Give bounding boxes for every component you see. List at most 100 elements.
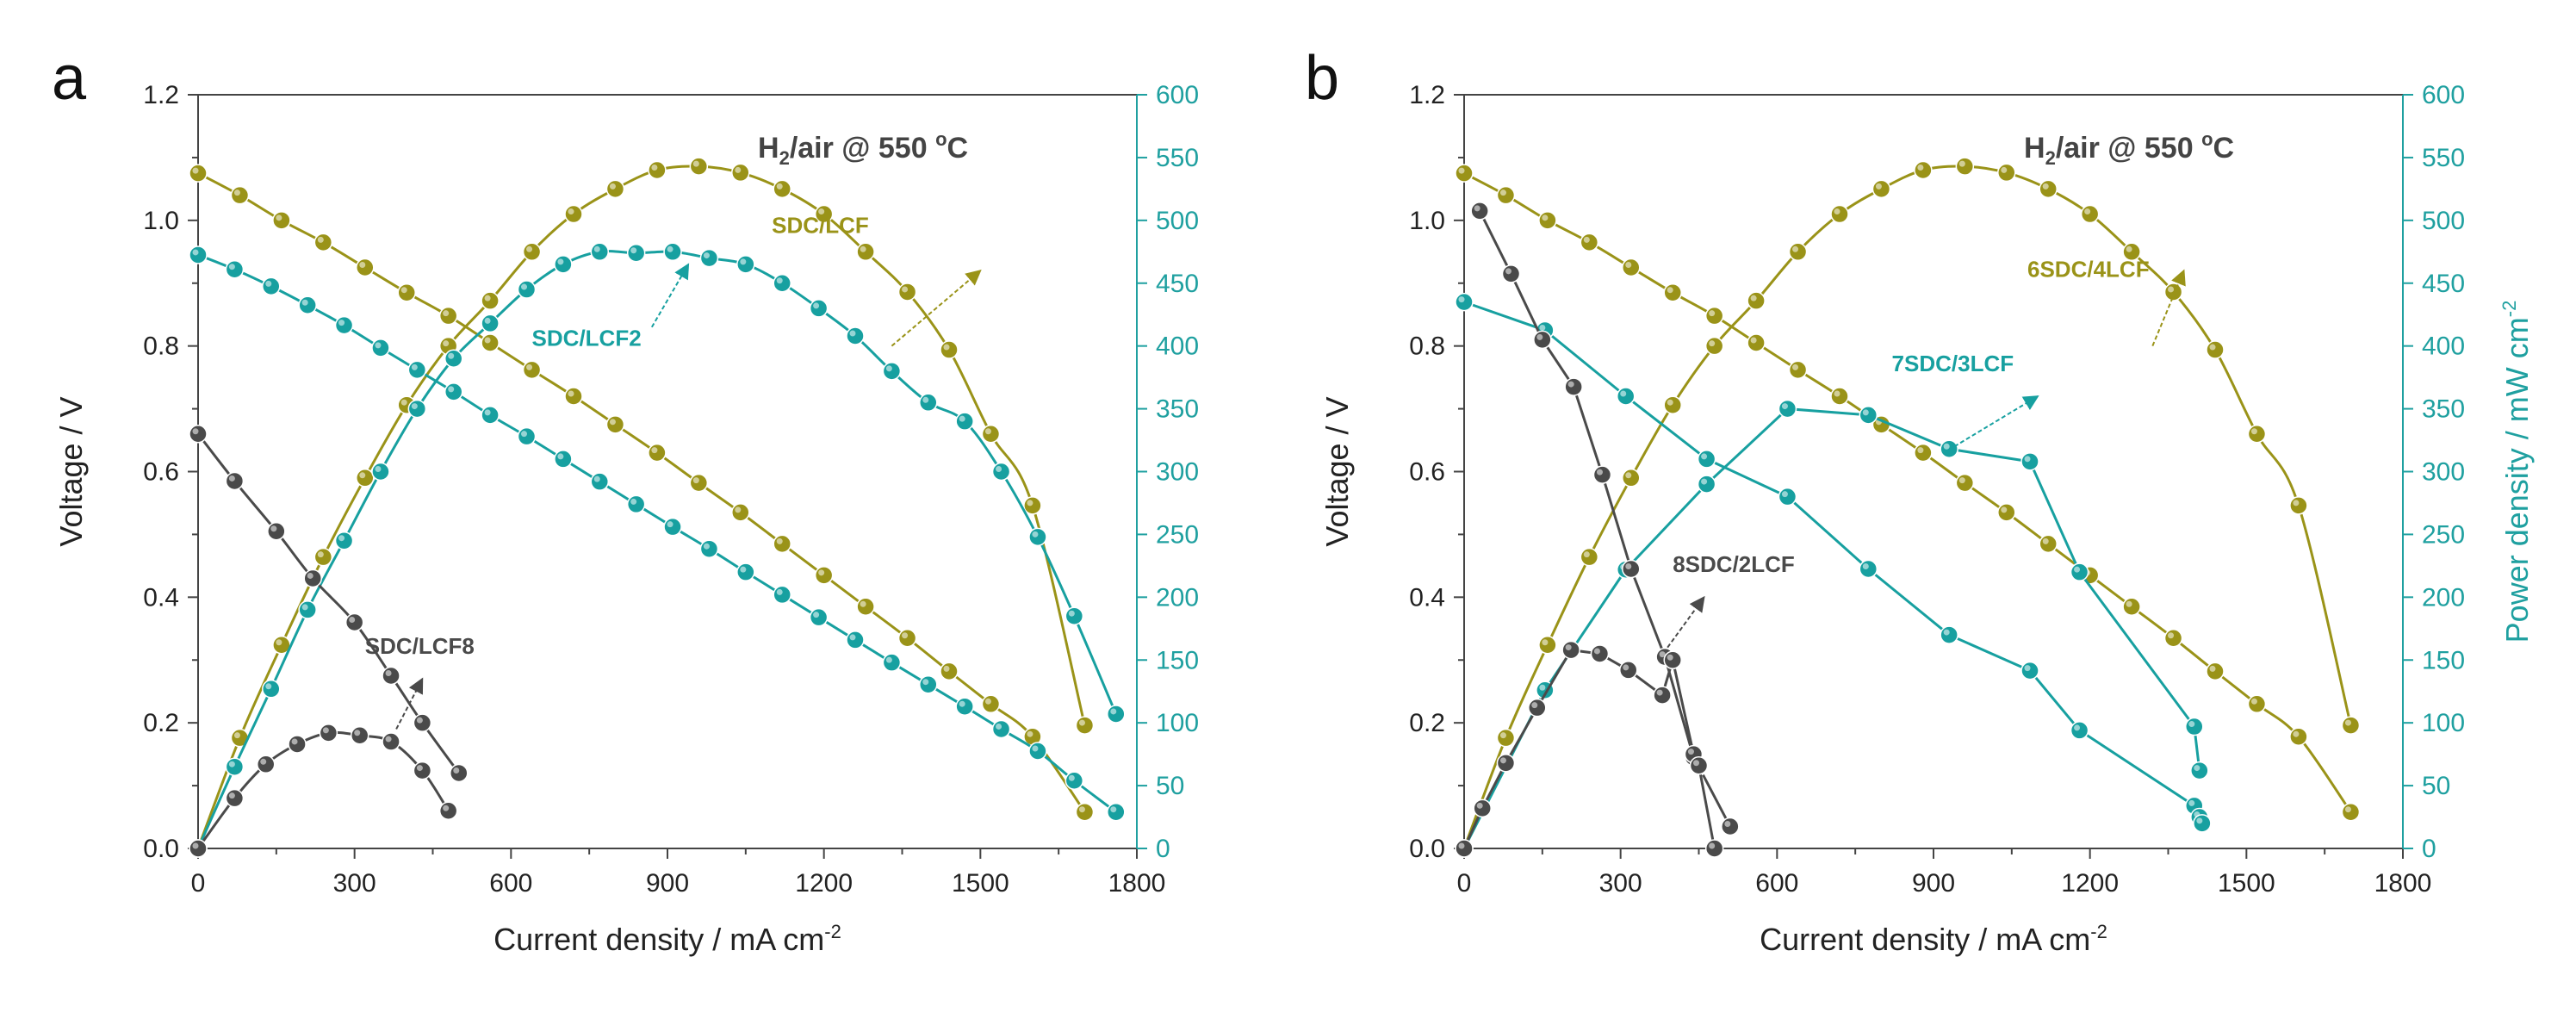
y-tick-label: 0.8 — [1409, 332, 1445, 361]
y2-tick-label: 600 — [1156, 81, 1199, 109]
y2-tick-label: 400 — [2422, 332, 2465, 361]
sdc-lcf-voltage-point-highlight — [276, 214, 282, 221]
sdc-lcf2-voltage-point-highlight — [996, 723, 1002, 730]
sdc-lcf8-voltage-point-highlight — [270, 525, 277, 532]
annotation-arrow-7sdc-3lcf — [1953, 395, 2039, 448]
x-tick-label: 600 — [489, 869, 532, 898]
y-tick-label: 0.0 — [143, 835, 179, 863]
sdc-lcf-power-point — [564, 204, 583, 224]
6sdc-4lcf-power-point — [1914, 160, 1933, 180]
6sdc-4lcf-power-point — [1580, 547, 1599, 567]
8sdc-2lcf-power-point — [1590, 644, 1610, 663]
6sdc-4lcf-voltage-point — [1455, 164, 1474, 183]
7sdc-3lcf-voltage-point — [1778, 487, 1797, 506]
sdc-lcf2-voltage-point-highlight — [192, 249, 199, 256]
sdc-lcf-power-point-highlight — [233, 732, 240, 739]
6sdc-4lcf-power-line — [1462, 165, 2352, 849]
condition-unit: C — [947, 132, 969, 165]
sdc-lcf2-voltage-point — [444, 382, 463, 401]
sdc-lcf2-voltage-point-highlight — [1032, 745, 1039, 752]
8sdc-2lcf-voltage-point — [1470, 202, 1489, 221]
sdc-lcf8-voltage-point — [303, 569, 322, 588]
6sdc-4lcf-voltage-point-highlight — [1750, 337, 1757, 344]
6sdc-4lcf-voltage-point — [2122, 597, 2141, 617]
sdc-lcf2-voltage-point-highlight — [557, 453, 564, 460]
7sdc-3lcf-voltage-point — [2193, 814, 2212, 833]
sdc-lcf-voltage-point-highlight — [317, 236, 324, 243]
7sdc-3lcf-voltage-point-highlight — [2196, 817, 2203, 824]
y-tick-label: 0.6 — [143, 458, 179, 487]
sdc-lcf2-power-point — [298, 600, 317, 619]
7sdc-3lcf-voltage-point — [1616, 387, 1636, 406]
7sdc-3lcf-power-point — [1697, 475, 1716, 494]
6sdc-4lcf-voltage-point — [1955, 473, 1975, 493]
sdc-lcf2-voltage-point — [481, 406, 500, 425]
6sdc-4lcf-power-point — [2206, 340, 2225, 359]
y2-tick-label: 0 — [1156, 835, 1170, 863]
sdc-lcf2-voltage-point — [736, 562, 755, 581]
sdc-lcf-voltage-point — [230, 185, 250, 205]
6sdc-4lcf-power-point — [1830, 204, 1849, 224]
7sdc-3lcf-voltage-point-highlight — [1539, 324, 1546, 331]
x-tick-label: 900 — [1912, 869, 1955, 898]
6sdc-4lcf-voltage-point-highlight — [1917, 447, 1924, 454]
6sdc-4lcf-power-point-highlight — [2209, 344, 2216, 351]
panel-b: b0 300 600 900 1200 1500 18000.00.20.40.60.81.… — [1305, 44, 2535, 957]
sdc-lcf2-power-point — [517, 280, 537, 299]
sdc-lcf8-voltage-point-highlight — [385, 669, 392, 676]
sdc-lcf-voltage-point — [397, 283, 416, 302]
6sdc-4lcf-voltage-point — [2163, 628, 2183, 648]
sdc-lcf8-power-point-highlight — [416, 765, 423, 772]
sdc-lcf2-power-point-highlight — [448, 352, 455, 359]
y-tick-label: 0.0 — [1409, 835, 1445, 863]
annotation-arrow-6sdc-4lcf — [2151, 269, 2186, 347]
sdc-lcf8-power-point-highlight — [322, 727, 329, 734]
sdc-lcf2-power-point — [407, 399, 427, 419]
6sdc-4lcf-power-point — [1704, 336, 1724, 356]
sdc-lcf2-voltage-point — [517, 426, 537, 446]
sdc-lcf2-power-point — [481, 314, 500, 333]
panel-a: a0 300 600 900 1200 1500 18000.00.20.40.60.81.… — [52, 44, 1199, 957]
8sdc-2lcf-power-point — [1528, 698, 1547, 718]
sdc-lcf2-voltage-point — [846, 631, 865, 649]
7sdc-3lcf-voltage-point-highlight — [1781, 491, 1788, 498]
8sdc-2lcf-voltage-point — [1592, 465, 1612, 484]
sdc-lcf-voltage-point-highlight — [984, 698, 991, 705]
sdc-lcf-power-point-highlight — [526, 245, 533, 252]
sdc-lcf2-voltage-point-highlight — [448, 386, 455, 393]
sdc-lcf2-power-line — [196, 250, 1118, 849]
sdc-lcf-power-point-highlight — [1078, 719, 1085, 726]
8sdc-2lcf-power-point-highlight — [1458, 842, 1465, 849]
y2-tick-label: 300 — [1156, 458, 1199, 487]
6sdc-4lcf-voltage-point — [1496, 185, 1516, 205]
sdc-lcf2-power-point-highlight — [776, 277, 783, 284]
y2-tick-label: 300 — [2422, 458, 2465, 487]
7sdc-3lcf-power-point — [1859, 406, 1878, 425]
6sdc-4lcf-voltage-point-highlight — [2250, 698, 2257, 705]
6sdc-4lcf-voltage-line — [1463, 171, 2352, 813]
sdc-lcf-power-point — [897, 283, 917, 301]
6sdc-4lcf-voltage-point — [1663, 283, 1682, 302]
6sdc-4lcf-power-point-highlight — [1834, 208, 1840, 215]
y-tick-label: 1.0 — [143, 207, 179, 235]
6sdc-4lcf-voltage-point — [1830, 387, 1849, 406]
6sdc-4lcf-power-point — [2163, 283, 2183, 301]
y-tick-label: 0.2 — [1409, 709, 1445, 737]
6sdc-4lcf-power-point — [1496, 728, 1516, 748]
sdc-lcf-power-point-highlight — [818, 208, 825, 215]
y2-tick-label: 350 — [1156, 395, 1199, 424]
sdc-lcf2-voltage-point — [991, 719, 1011, 739]
6sdc-4lcf-voltage-point-highlight — [1542, 214, 1549, 221]
sdc-lcf8-power-point — [413, 761, 432, 780]
y2-axis-title: Power density / mW cm-2 — [2498, 301, 2535, 643]
8sdc-2lcf-voltage-point-highlight — [1625, 563, 1632, 570]
x-tick-label: 900 — [646, 869, 689, 898]
8sdc-2lcf-power-point-highlight — [1709, 842, 1716, 849]
7sdc-3lcf-voltage-point-highlight — [2188, 799, 2195, 806]
x-axis-title: Current density / mA cm-2 — [1760, 921, 2107, 957]
sdc-lcf2-voltage-point — [189, 245, 208, 264]
annotation-arrow-sdc-lcf2 — [650, 263, 690, 328]
sdc-lcf2-voltage-point-highlight — [703, 543, 710, 550]
y-tick-label: 1.2 — [1409, 81, 1445, 109]
sdc-lcf-power-point-highlight — [359, 472, 366, 479]
